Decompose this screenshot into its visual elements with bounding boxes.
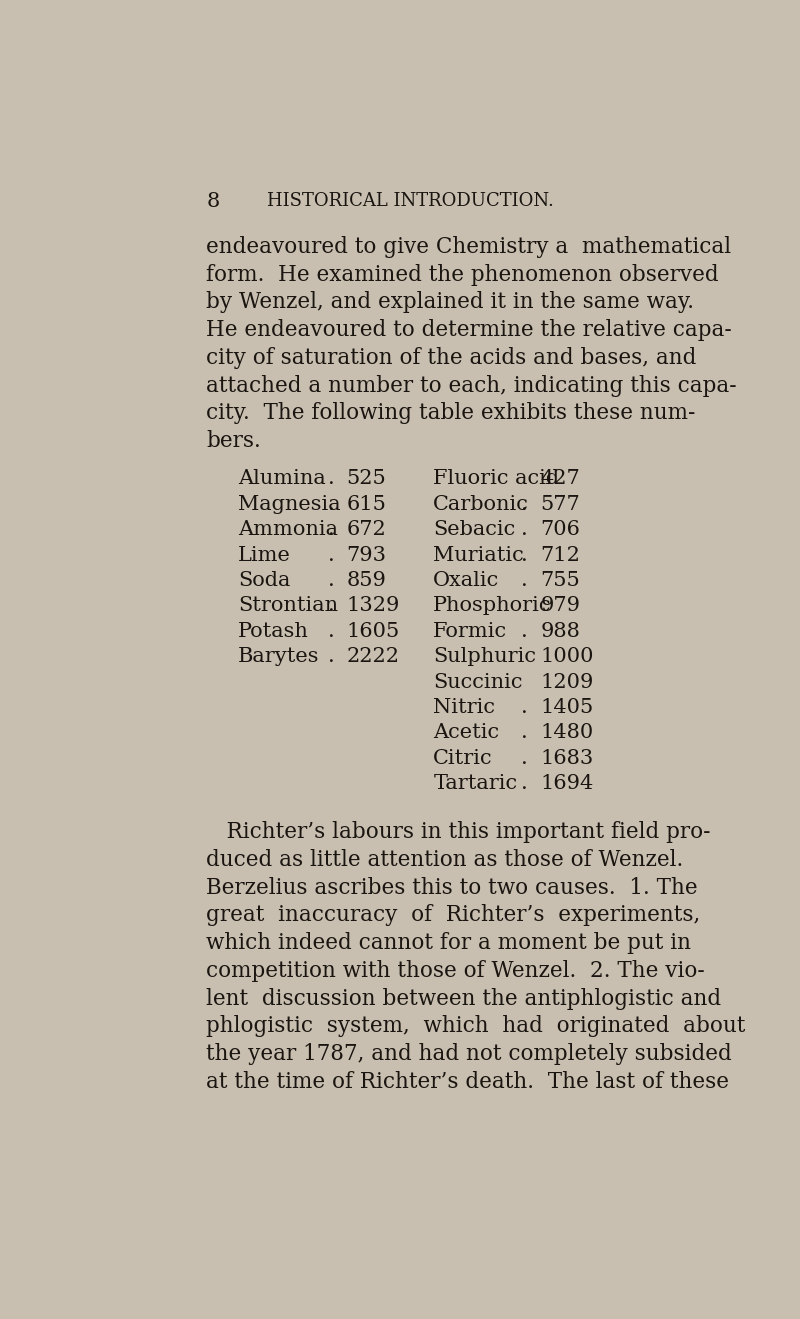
Text: city of saturation of the acids and bases, and: city of saturation of the acids and base… bbox=[206, 347, 697, 369]
Text: Tartaric: Tartaric bbox=[434, 774, 518, 793]
Text: Acetic: Acetic bbox=[434, 723, 499, 743]
Text: 988: 988 bbox=[540, 621, 580, 641]
Text: .: . bbox=[327, 571, 334, 590]
Text: 577: 577 bbox=[540, 495, 580, 514]
Text: .: . bbox=[327, 520, 334, 539]
Text: Alumina: Alumina bbox=[238, 470, 326, 488]
Text: Carbonic: Carbonic bbox=[434, 495, 529, 514]
Text: .: . bbox=[522, 621, 528, 641]
Text: Magnesia: Magnesia bbox=[238, 495, 341, 514]
Text: 1405: 1405 bbox=[540, 698, 594, 718]
Text: 1000: 1000 bbox=[540, 648, 594, 666]
Text: form.  He examined the phenomenon observed: form. He examined the phenomenon observe… bbox=[206, 264, 718, 286]
Text: lent  discussion between the antiphlogistic and: lent discussion between the antiphlogist… bbox=[206, 988, 722, 1009]
Text: Soda: Soda bbox=[238, 571, 290, 590]
Text: 1694: 1694 bbox=[540, 774, 594, 793]
Text: Sebacic: Sebacic bbox=[434, 520, 515, 539]
Text: attached a number to each, indicating this capa-: attached a number to each, indicating th… bbox=[206, 375, 737, 397]
Text: Fluoric acid: Fluoric acid bbox=[434, 470, 559, 488]
Text: Formic: Formic bbox=[434, 621, 507, 641]
Text: 672: 672 bbox=[346, 520, 386, 539]
Text: Oxalic: Oxalic bbox=[434, 571, 499, 590]
Text: 979: 979 bbox=[540, 596, 580, 616]
Text: .: . bbox=[522, 723, 528, 743]
Text: 793: 793 bbox=[346, 546, 386, 565]
Text: 615: 615 bbox=[346, 495, 386, 514]
Text: Barytes: Barytes bbox=[238, 648, 319, 666]
Text: .: . bbox=[327, 648, 334, 666]
Text: which indeed cannot for a moment be put in: which indeed cannot for a moment be put … bbox=[206, 933, 691, 954]
Text: by Wenzel, and explained it in the same way.: by Wenzel, and explained it in the same … bbox=[206, 291, 694, 314]
Text: duced as little attention as those of Wenzel.: duced as little attention as those of We… bbox=[206, 849, 683, 871]
Text: .: . bbox=[522, 774, 528, 793]
Text: the year 1787, and had not completely subsided: the year 1787, and had not completely su… bbox=[206, 1043, 732, 1064]
Text: Strontian: Strontian bbox=[238, 596, 338, 616]
Text: Potash: Potash bbox=[238, 621, 309, 641]
Text: .: . bbox=[522, 546, 528, 565]
Text: .: . bbox=[522, 520, 528, 539]
Text: Citric: Citric bbox=[434, 749, 493, 768]
Text: He endeavoured to determine the relative capa-: He endeavoured to determine the relative… bbox=[206, 319, 732, 342]
Text: 755: 755 bbox=[540, 571, 580, 590]
Text: HISTORICAL INTRODUCTION.: HISTORICAL INTRODUCTION. bbox=[266, 193, 554, 210]
Text: 427: 427 bbox=[540, 470, 580, 488]
Text: Sulphuric: Sulphuric bbox=[434, 648, 536, 666]
Text: 525: 525 bbox=[346, 470, 386, 488]
Text: Muriatic: Muriatic bbox=[434, 546, 524, 565]
Text: Nitric: Nitric bbox=[434, 698, 495, 718]
Text: 712: 712 bbox=[540, 546, 580, 565]
Text: .: . bbox=[327, 470, 334, 488]
Text: .: . bbox=[522, 571, 528, 590]
Text: Ammonia: Ammonia bbox=[238, 520, 338, 539]
Text: .: . bbox=[522, 495, 528, 514]
Text: .: . bbox=[327, 546, 334, 565]
Text: 706: 706 bbox=[540, 520, 580, 539]
Text: great  inaccuracy  of  Richter’s  experiments,: great inaccuracy of Richter’s experiment… bbox=[206, 905, 701, 926]
Text: Richter’s labours in this important field pro-: Richter’s labours in this important fiel… bbox=[206, 822, 710, 843]
Text: Lime: Lime bbox=[238, 546, 291, 565]
Text: endeavoured to give Chemistry a  mathematical: endeavoured to give Chemistry a mathemat… bbox=[206, 236, 731, 259]
Text: at the time of Richter’s death.  The last of these: at the time of Richter’s death. The last… bbox=[206, 1071, 729, 1092]
Text: 1605: 1605 bbox=[346, 621, 400, 641]
Text: .: . bbox=[327, 495, 334, 514]
Text: competition with those of Wenzel.  2. The vio-: competition with those of Wenzel. 2. The… bbox=[206, 960, 705, 981]
Text: Berzelius ascribes this to two causes.  1. The: Berzelius ascribes this to two causes. 1… bbox=[206, 877, 698, 898]
Text: Succinic: Succinic bbox=[434, 673, 522, 691]
Text: 2222: 2222 bbox=[346, 648, 399, 666]
Text: Phosphoric: Phosphoric bbox=[434, 596, 552, 616]
Text: 859: 859 bbox=[346, 571, 386, 590]
Text: 1683: 1683 bbox=[540, 749, 594, 768]
Text: 1329: 1329 bbox=[346, 596, 400, 616]
Text: .: . bbox=[522, 698, 528, 718]
Text: 1480: 1480 bbox=[540, 723, 594, 743]
Text: 1209: 1209 bbox=[540, 673, 594, 691]
Text: .: . bbox=[522, 749, 528, 768]
Text: .: . bbox=[327, 596, 334, 616]
Text: city.  The following table exhibits these num-: city. The following table exhibits these… bbox=[206, 402, 695, 425]
Text: .: . bbox=[327, 621, 334, 641]
Text: phlogistic  system,  which  had  originated  about: phlogistic system, which had originated … bbox=[206, 1016, 746, 1037]
Text: 8: 8 bbox=[206, 193, 219, 211]
Text: bers.: bers. bbox=[206, 430, 261, 452]
